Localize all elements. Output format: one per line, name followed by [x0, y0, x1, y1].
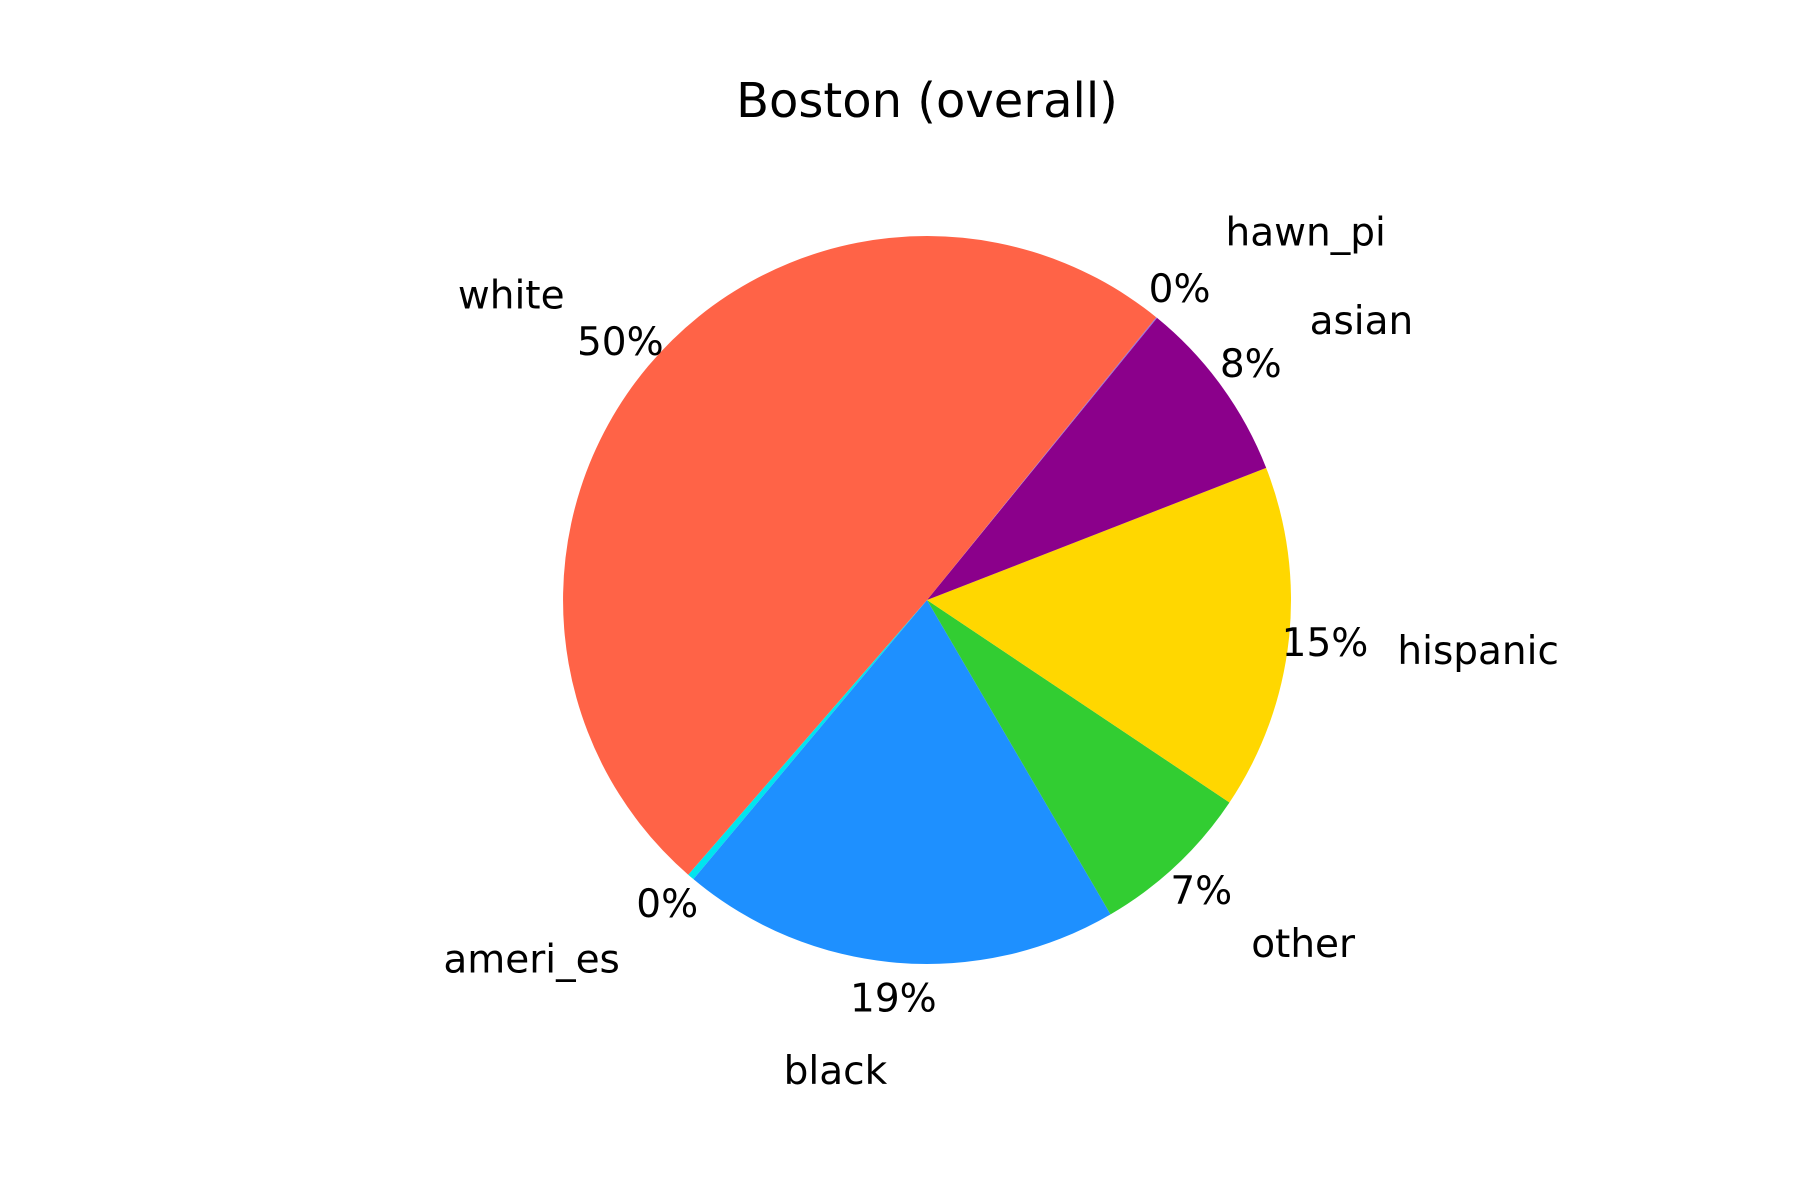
slice-label-white: white — [458, 273, 565, 318]
slice-label-hawn-pi: hawn_pi — [1226, 210, 1386, 255]
slice-label-hispanic: hispanic — [1397, 629, 1559, 674]
pie-slice-other — [927, 600, 1230, 915]
pie-labels: 0% ameri_es 19% black 7% other 15% hispanic 8% as… — [443, 210, 1559, 1094]
pie-slice-ameri-es — [688, 600, 927, 880]
pct-label-white: 50% — [577, 320, 664, 365]
pie-slice-white — [563, 236, 1157, 875]
slice-label-ameri-es: ameri_es — [443, 938, 620, 983]
pct-label-ameri-es: 0% — [636, 882, 698, 927]
pie-slices — [563, 236, 1292, 965]
chart-title: Boston (overall) — [736, 73, 1118, 129]
pie-slice-asian — [927, 317, 1267, 600]
pie-slice-hawn-pi — [927, 317, 1158, 600]
pct-label-hispanic: 15% — [1282, 621, 1369, 666]
slice-label-black: black — [784, 1049, 888, 1094]
pct-label-black: 19% — [850, 977, 937, 1022]
pie-slice-hispanic — [927, 467, 1292, 803]
slice-label-asian: asian — [1310, 299, 1414, 344]
pie-slice-black — [693, 600, 1111, 965]
pct-label-asian: 8% — [1220, 342, 1282, 387]
slice-label-other: other — [1251, 922, 1356, 967]
pct-label-hawn-pi: 0% — [1149, 267, 1211, 312]
pct-label-other: 7% — [1170, 869, 1232, 914]
